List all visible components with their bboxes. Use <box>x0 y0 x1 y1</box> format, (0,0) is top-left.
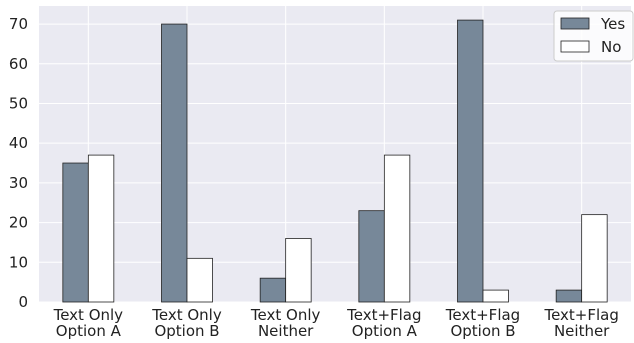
legend-label-no: No <box>601 38 621 56</box>
y-axis-ticks: 0 10 20 30 40 50 60 70 <box>9 15 28 311</box>
y-tick-label: 10 <box>9 253 28 271</box>
legend-label-yes: Yes <box>600 15 625 33</box>
x-tick-label: Text Only Neither <box>250 306 321 340</box>
legend-swatch-yes <box>560 17 590 30</box>
bar-no-2 <box>285 238 312 303</box>
bars <box>62 19 608 303</box>
y-tick-label: 40 <box>9 134 28 152</box>
bar-no-4 <box>482 289 509 303</box>
bar-no-0 <box>87 154 115 303</box>
y-tick-label: 60 <box>9 55 28 73</box>
bar-no-1 <box>186 257 213 303</box>
legend-swatch-no <box>560 40 590 53</box>
bar-no-5 <box>581 214 608 303</box>
x-tick-label: Text+Flag Neither <box>543 306 618 340</box>
y-tick-label: 70 <box>9 15 28 33</box>
bar-yes-3 <box>358 210 385 303</box>
x-tick-label: Text+Flag Option B <box>445 306 520 340</box>
plot-background <box>39 6 631 302</box>
x-tick-label: Text Only Option B <box>151 306 222 340</box>
bar-yes-4 <box>457 19 484 303</box>
bar-no-3 <box>383 154 411 303</box>
bar-yes-2 <box>259 277 287 303</box>
y-tick-label: 30 <box>9 174 28 192</box>
y-tick-label: 50 <box>9 94 28 112</box>
x-tick-label: Text+Flag Option A <box>346 306 421 340</box>
bar-yes-5 <box>555 289 583 303</box>
y-tick-label: 20 <box>9 214 28 232</box>
y-tick-label: 0 <box>18 293 28 311</box>
x-axis-ticks: Text Only Option A Text Only Option B Text O… <box>53 306 619 340</box>
bar-yes-1 <box>161 23 188 303</box>
x-tick-label: Text Only Option A <box>53 306 124 340</box>
bar-yes-0 <box>62 162 89 303</box>
legend: Yes No <box>553 10 634 62</box>
